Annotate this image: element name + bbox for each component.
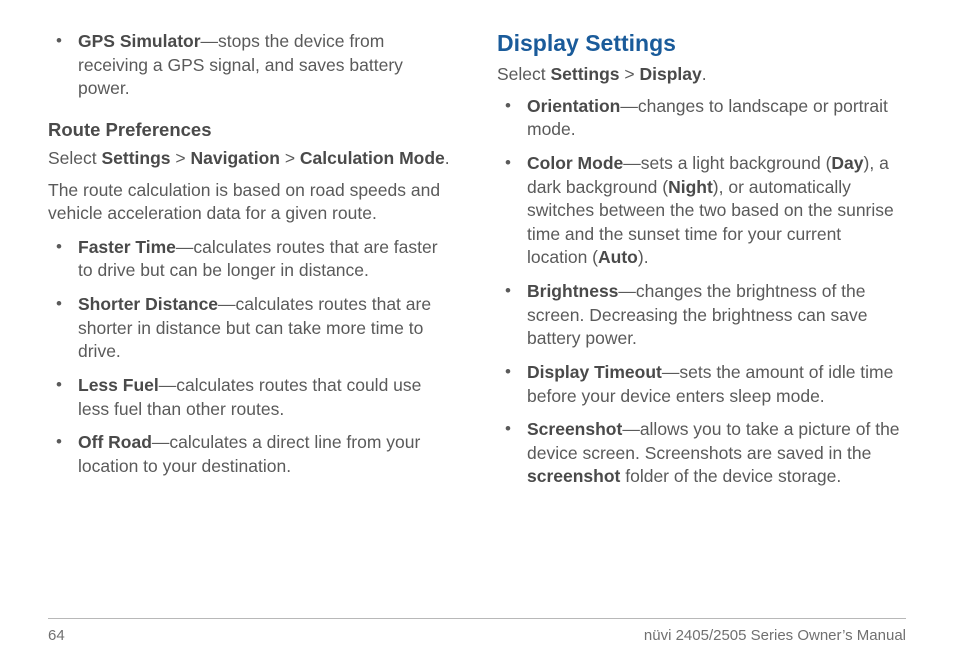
seg: folder of the device storage. [620,466,841,486]
seg: —sets a light background ( [623,153,831,173]
list-item: Screenshot—allows you to take a picture … [497,418,906,489]
list-item: Off Road—calculates a direct line from y… [48,431,457,478]
display-settings-list: Orientation—changes to landscape or port… [497,95,906,489]
term: GPS Simulator [78,31,201,51]
term: Less Fuel [78,375,159,395]
route-prefs-intro: The route calculation is based on road s… [48,179,457,226]
term: Faster Time [78,237,176,257]
display-settings-title: Display Settings [497,30,906,57]
list-item: Orientation—changes to landscape or port… [497,95,906,142]
term: Screenshot [527,419,622,439]
term: Display Timeout [527,362,662,382]
path-prefix: Select [497,64,551,84]
seg: ). [638,247,649,267]
route-prefs-list: Faster Time—calculates routes that are f… [48,236,457,479]
path-prefix: Select [48,148,102,168]
term: Off Road [78,432,152,452]
term: Brightness [527,281,618,301]
path-display: Display [640,64,702,84]
list-item: Less Fuel—calculates routes that could u… [48,374,457,421]
path-sep: > [171,148,191,168]
display-settings-path: Select Settings > Display. [497,63,906,87]
list-item: Faster Time—calculates routes that are f… [48,236,457,283]
path-period: . [702,64,707,84]
gps-sim-list: GPS Simulator—stops the device from rece… [48,30,457,101]
bold-auto: Auto [598,247,638,267]
path-settings: Settings [551,64,620,84]
list-item: Shorter Distance—calculates routes that … [48,293,457,364]
path-calc-mode: Calculation Mode [300,148,445,168]
manual-title: nüvi 2405/2505 Series Owner’s Manual [644,627,906,644]
route-prefs-path: Select Settings > Navigation > Calculati… [48,147,457,171]
list-item: Display Timeout—sets the amount of idle … [497,361,906,408]
right-column: Display Settings Select Settings > Displ… [497,30,906,595]
list-item: GPS Simulator—stops the device from rece… [48,30,457,101]
bold-day: Day [831,153,863,173]
path-period: . [445,148,450,168]
path-sep: > [620,64,640,84]
page-number: 64 [48,627,65,644]
term: Shorter Distance [78,294,218,314]
bold-screenshot: screenshot [527,466,620,486]
path-settings: Settings [102,148,171,168]
route-prefs-heading: Route Preferences [48,119,457,141]
page-footer: 64 nüvi 2405/2505 Series Owner’s Manual [48,618,906,644]
bold-night: Night [668,177,713,197]
term: Color Mode [527,153,623,173]
path-navigation: Navigation [191,148,280,168]
list-item: Brightness—changes the brightness of the… [497,280,906,351]
left-column: GPS Simulator—stops the device from rece… [48,30,457,595]
path-sep: > [280,148,300,168]
page-columns: GPS Simulator—stops the device from rece… [48,30,906,595]
term: Orientation [527,96,620,116]
list-item: Color Mode—sets a light background (Day)… [497,152,906,270]
